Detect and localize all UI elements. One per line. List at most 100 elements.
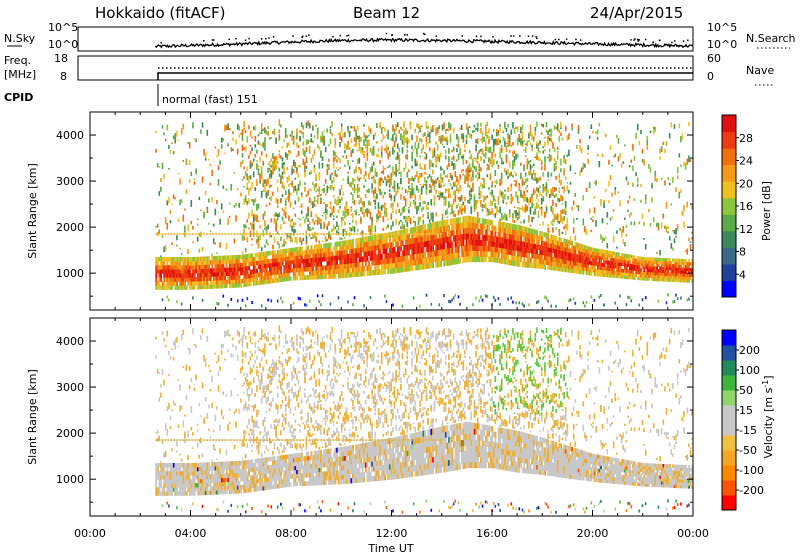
power-cell xyxy=(534,178,537,181)
power-cell xyxy=(307,262,310,268)
power-cell xyxy=(270,184,273,187)
power-cell xyxy=(603,266,606,271)
power-cell xyxy=(641,277,644,281)
power-cell xyxy=(571,245,574,250)
power-cell xyxy=(264,255,266,261)
power-cell xyxy=(545,246,548,252)
power-cell xyxy=(312,234,314,239)
power-cell xyxy=(406,137,409,141)
power-cell xyxy=(318,162,321,169)
power-cell xyxy=(563,209,565,214)
power-cell xyxy=(408,177,410,184)
power-cell xyxy=(284,198,287,201)
power-cell xyxy=(188,159,191,166)
power-cell xyxy=(348,223,351,225)
power-cell xyxy=(454,223,457,230)
power-cell xyxy=(438,191,441,195)
power-cell xyxy=(443,196,445,200)
power-cell xyxy=(424,176,426,183)
power-cell xyxy=(328,186,330,189)
power-cell xyxy=(500,157,503,165)
power-cell xyxy=(627,181,629,185)
power-cell xyxy=(260,264,263,269)
power-cell xyxy=(619,268,622,273)
power-cell xyxy=(494,225,497,232)
power-cell xyxy=(246,297,249,301)
power-cell xyxy=(646,260,649,264)
power-cell xyxy=(222,279,225,285)
power-cell xyxy=(344,240,346,246)
power-cell xyxy=(360,251,362,258)
power-cell xyxy=(171,273,174,278)
power-cell xyxy=(643,277,646,281)
power-cell xyxy=(353,178,356,182)
power-cell xyxy=(406,149,409,154)
power-cell xyxy=(364,164,367,168)
power-cell xyxy=(345,214,348,217)
power-cell xyxy=(478,186,481,191)
power-cell xyxy=(307,254,310,259)
power-cell xyxy=(619,227,621,231)
power-cell xyxy=(297,246,300,252)
power-cell xyxy=(547,233,550,239)
power-cell xyxy=(516,125,519,132)
power-cell xyxy=(243,274,246,279)
power-cell xyxy=(430,302,433,306)
power-cell xyxy=(526,247,529,253)
power-cell xyxy=(259,181,261,183)
power-cell xyxy=(332,215,335,218)
power-cell xyxy=(270,169,273,177)
power-cell xyxy=(572,253,575,258)
power-cell xyxy=(315,124,317,127)
power-cell xyxy=(262,160,265,165)
power-cell xyxy=(385,180,388,187)
power-cell xyxy=(158,191,161,196)
power-cell xyxy=(529,208,532,215)
power-cell xyxy=(411,165,413,169)
power-cell xyxy=(280,124,282,128)
power-cell xyxy=(412,220,415,223)
power-cell xyxy=(500,172,503,180)
power-cell xyxy=(329,255,332,261)
power-cell xyxy=(556,123,559,129)
power-cell xyxy=(336,199,338,206)
power-cell xyxy=(436,154,439,157)
power-cell xyxy=(529,228,532,234)
power-cell xyxy=(347,267,350,274)
power-cell xyxy=(665,263,668,268)
power-cell xyxy=(470,205,473,209)
power-cell xyxy=(420,263,423,270)
power-cell xyxy=(560,132,562,136)
power-cell xyxy=(278,257,281,263)
power-cell xyxy=(564,251,567,256)
power-cell xyxy=(168,298,170,302)
power-cell xyxy=(587,152,589,155)
power-cell xyxy=(622,253,625,257)
power-cell xyxy=(244,282,247,287)
power-cell xyxy=(374,234,377,241)
power-cell xyxy=(379,254,382,260)
power-cell xyxy=(190,273,193,278)
power-cell xyxy=(443,260,446,267)
power-cell xyxy=(368,265,370,271)
power-cell xyxy=(238,275,241,280)
power-cell xyxy=(403,121,405,128)
power-cell xyxy=(251,253,254,258)
power-cell xyxy=(262,275,265,281)
power-cell xyxy=(296,237,298,244)
power-cell xyxy=(459,147,461,154)
power-cell xyxy=(259,173,261,181)
power-cell xyxy=(432,163,434,168)
power-cell xyxy=(331,251,334,257)
power-cell xyxy=(470,221,473,229)
power-cell xyxy=(326,260,329,266)
power-cell xyxy=(436,238,439,245)
power-cell xyxy=(382,165,385,169)
power-cell xyxy=(620,274,623,279)
power-cell xyxy=(577,258,580,263)
power-cell xyxy=(251,244,253,246)
power-cell xyxy=(286,177,289,183)
power-cell xyxy=(158,257,161,262)
power-cell xyxy=(451,150,453,153)
power-cell xyxy=(185,189,188,194)
